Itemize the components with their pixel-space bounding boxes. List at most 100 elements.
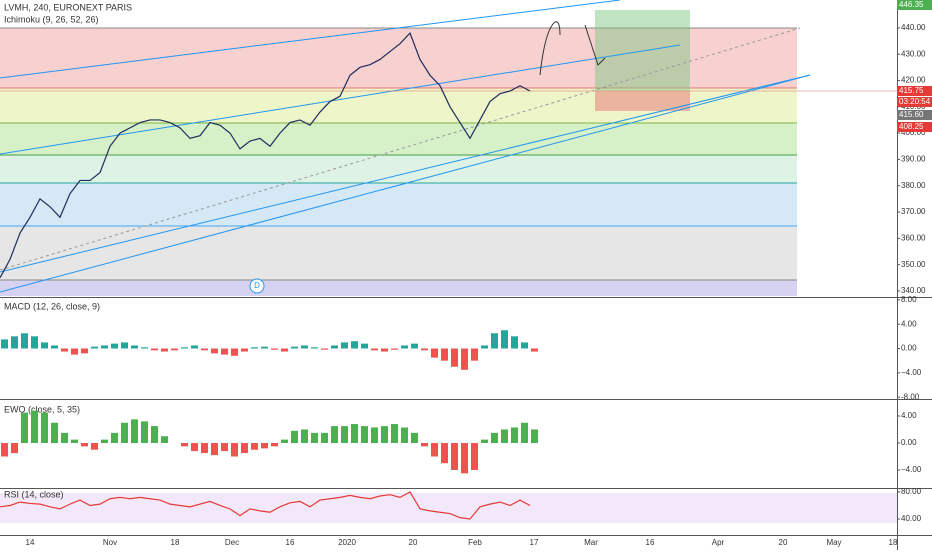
pane-title: EWO (close, 5, 35) — [4, 404, 80, 414]
bar — [291, 346, 298, 349]
y-tick-label: 4.00 — [901, 319, 917, 328]
bar — [511, 427, 518, 443]
bar — [21, 333, 28, 349]
bar — [41, 412, 48, 443]
price-label-box — [897, 122, 932, 132]
bar — [231, 348, 238, 356]
bar — [61, 432, 68, 443]
bar — [391, 348, 398, 350]
bar — [161, 436, 168, 443]
bar — [481, 439, 488, 443]
bar — [181, 442, 188, 447]
x-tick-label: 20 — [779, 538, 788, 547]
bar — [371, 427, 378, 443]
bar — [211, 442, 218, 456]
bar — [161, 348, 168, 352]
bar — [331, 345, 338, 349]
bar — [251, 347, 258, 349]
bar — [201, 348, 208, 351]
price-label: 415.75 — [899, 86, 924, 95]
bar — [371, 348, 378, 351]
bar — [241, 442, 248, 454]
bar — [461, 442, 468, 474]
x-tick-label: 2020 — [338, 538, 356, 547]
bar — [431, 348, 438, 358]
bar — [261, 442, 268, 449]
bar — [431, 442, 438, 457]
y-tick-label: 8.00 — [901, 295, 917, 304]
bar — [441, 442, 448, 464]
bar — [401, 345, 408, 349]
bar — [381, 348, 388, 352]
bar — [521, 342, 528, 349]
bar — [501, 330, 508, 349]
bar — [521, 422, 528, 443]
bar — [121, 342, 128, 349]
dividend-marker[interactable] — [249, 278, 265, 294]
x-tick-label: 18 — [889, 538, 898, 547]
bar — [271, 442, 278, 447]
bar — [441, 348, 448, 361]
dividend-label[interactable]: D — [254, 281, 260, 290]
bar — [331, 426, 338, 443]
bar — [491, 333, 498, 349]
target-zone — [595, 10, 690, 91]
bar — [231, 442, 238, 457]
bar — [411, 343, 418, 349]
bar — [351, 424, 358, 443]
bar — [51, 422, 58, 443]
y-tick-label: 360.00 — [901, 233, 926, 242]
bar — [1, 339, 8, 349]
y-tick-label: 400.00 — [901, 128, 926, 137]
y-tick-label: 390.00 — [901, 155, 926, 164]
annotation-arrows — [539, 21, 606, 76]
bar — [281, 348, 288, 352]
x-tick-label: Nov — [103, 538, 117, 547]
bar — [1, 442, 8, 457]
bar — [201, 442, 208, 454]
bar — [461, 348, 468, 370]
stop-zone — [595, 91, 690, 111]
bar — [31, 336, 38, 349]
bar — [321, 348, 328, 350]
bar — [41, 342, 48, 349]
x-tick-label: May — [826, 538, 841, 547]
bar — [271, 348, 278, 350]
y-tick-label: 380.00 — [901, 181, 926, 190]
bar — [481, 345, 488, 349]
bar — [101, 345, 108, 349]
bar — [131, 419, 138, 443]
y-tick-label: 420.00 — [901, 76, 926, 85]
x-tick-label: 14 — [26, 538, 35, 547]
bar — [151, 426, 158, 443]
bar — [61, 348, 68, 352]
bar — [321, 432, 328, 443]
bar — [81, 442, 88, 447]
bar — [361, 343, 368, 349]
bar — [11, 336, 18, 349]
indicator-title: Ichimoku (9, 26, 52, 26) — [4, 14, 99, 24]
price-label: 03:20:54 — [899, 97, 931, 106]
bar — [511, 336, 518, 349]
bar — [341, 342, 348, 349]
y-tick-label: −4.00 — [901, 368, 922, 377]
bar — [221, 348, 228, 355]
bar — [411, 432, 418, 443]
bar — [181, 347, 188, 349]
bar — [501, 429, 508, 443]
y-tick-label: 340.00 — [901, 286, 926, 295]
x-tick-label: 16 — [646, 538, 655, 547]
price-label-box — [897, 86, 932, 96]
bar — [471, 442, 478, 470]
bar — [301, 345, 308, 349]
bar — [531, 429, 538, 443]
bar — [191, 442, 198, 452]
bar — [21, 412, 28, 443]
bar — [81, 348, 88, 354]
x-tick-label: 17 — [530, 538, 539, 547]
bar — [141, 347, 148, 349]
pane-title: MACD (12, 26, close, 9) — [4, 301, 100, 311]
y-tick-label: 350.00 — [901, 260, 926, 269]
bar — [11, 442, 18, 454]
